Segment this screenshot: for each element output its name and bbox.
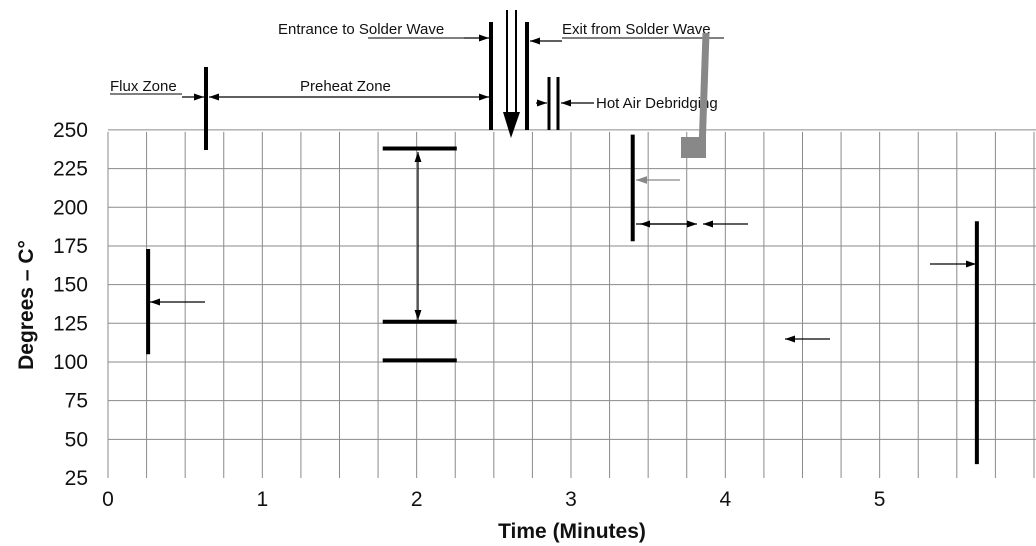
y-tick-label: 25	[65, 467, 88, 490]
y-tick-label: 50	[65, 428, 88, 451]
entrance-label: Entrance to Solder Wave	[278, 21, 444, 38]
x-tick-label: 5	[874, 488, 886, 511]
tick-labels: 2550751001251501752002252500123456	[53, 119, 886, 511]
y-tick-label: 250	[53, 119, 88, 142]
x-tick-label: 3	[565, 488, 577, 511]
hot-air-label: Hot Air Debridging	[596, 95, 718, 112]
y-tick-label: 125	[53, 312, 88, 335]
y-tick-label: 100	[53, 351, 88, 374]
reference-bars	[146, 134, 979, 465]
y-tick-label: 200	[53, 196, 88, 219]
grey-marker	[681, 32, 710, 158]
flux-zone-label: Flux Zone	[110, 78, 177, 95]
x-tick-label: 1	[256, 488, 268, 511]
wave-down-arrowhead	[503, 112, 520, 138]
x-tick-label: 2	[411, 488, 423, 511]
y-tick-label: 75	[65, 390, 88, 413]
preheat-zone-label: Preheat Zone	[300, 78, 391, 95]
x-axis-label: Time (Minutes)	[498, 520, 646, 543]
x-tick-label: 0	[102, 488, 114, 511]
exit-label: Exit from Solder Wave	[562, 21, 711, 38]
y-tick-label: 150	[53, 274, 88, 297]
annotation-underlines	[110, 37, 724, 95]
y-axis-label: Degrees – C°	[15, 240, 38, 370]
x-tick-label: 4	[719, 488, 731, 511]
y-tick-label: 225	[53, 158, 88, 181]
zone-markers	[182, 10, 594, 150]
grid	[107, 129, 1036, 478]
y-tick-label: 175	[53, 235, 88, 258]
plot-arrows	[150, 152, 976, 343]
